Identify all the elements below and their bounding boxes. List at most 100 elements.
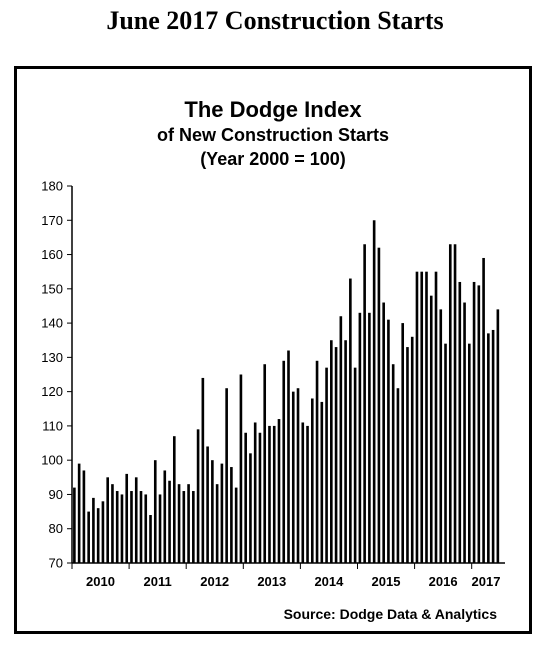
bar (277, 419, 281, 563)
bar (282, 360, 286, 563)
bar (87, 511, 90, 563)
x-tick-label: 2011 (143, 574, 171, 589)
y-tick-label: 80 (49, 521, 63, 536)
bar (101, 501, 105, 563)
bar (458, 281, 462, 563)
bar (106, 477, 109, 563)
bar (182, 491, 186, 563)
bar (163, 470, 167, 563)
bar (330, 340, 333, 563)
y-tick-label: 170 (41, 213, 63, 228)
bar (287, 350, 290, 563)
bar (339, 316, 343, 563)
bar (134, 477, 138, 563)
y-tick-label: 130 (41, 350, 63, 365)
y-tick-label: 150 (41, 281, 63, 296)
x-tick-label: 2012 (200, 574, 229, 589)
bar (377, 247, 381, 563)
bar (482, 257, 485, 563)
bar (73, 487, 76, 563)
bar (120, 494, 124, 563)
bar (429, 295, 433, 563)
bar (153, 460, 157, 563)
bar (139, 491, 143, 563)
bars (73, 220, 500, 563)
bar (172, 436, 176, 563)
bar (448, 244, 452, 563)
x-tick-label: 2013 (257, 574, 286, 589)
bar (82, 470, 86, 563)
bar (310, 398, 314, 563)
x-tick-label: 2014 (314, 574, 344, 589)
bar (491, 329, 495, 563)
chart-frame: The Dodge Index of New Construction Star… (14, 66, 532, 634)
bar (215, 484, 219, 563)
bar (187, 484, 190, 563)
bar (415, 271, 419, 563)
bar (192, 491, 195, 563)
chart-title: The Dodge Index (184, 97, 362, 122)
bar (263, 364, 267, 563)
dodge-index-chart: The Dodge Index of New Construction Star… (41, 97, 505, 622)
bar (149, 515, 152, 563)
bar (206, 446, 209, 563)
bar (230, 467, 233, 563)
bar (406, 347, 409, 563)
bar (306, 425, 309, 563)
y-tick-label: 90 (49, 487, 63, 502)
x-tick-label: 2010 (86, 574, 115, 589)
y-tick-label: 110 (42, 418, 63, 433)
x-tick-label: 2015 (372, 574, 401, 589)
bar (334, 347, 338, 563)
bar (234, 487, 238, 563)
bar (111, 484, 114, 563)
bar (363, 244, 366, 563)
bar (401, 323, 405, 563)
bar (472, 281, 476, 563)
bar (253, 422, 257, 563)
bar (325, 367, 328, 563)
bar (77, 463, 81, 563)
bar (410, 336, 414, 563)
bar (396, 388, 400, 563)
bar (220, 463, 224, 563)
y-tick-label: 120 (41, 384, 63, 399)
bar (496, 309, 500, 563)
chart-subtitle-line-2: (Year 2000 = 100) (200, 149, 346, 169)
x-tick-label: 2016 (429, 574, 458, 589)
bar (225, 388, 228, 563)
bar (301, 422, 305, 563)
bar (291, 391, 295, 563)
y-tick-label: 180 (41, 179, 63, 194)
chart-subtitle-line-1: of New Construction Starts (157, 125, 389, 145)
bar (387, 319, 390, 563)
bar (315, 360, 319, 563)
page-title: June 2017 Construction Starts (106, 6, 444, 35)
bar (439, 309, 443, 563)
bar (268, 425, 271, 563)
bar (296, 388, 300, 563)
bar (168, 480, 171, 563)
bar (358, 312, 362, 563)
bar (125, 473, 129, 563)
bar (434, 271, 438, 563)
bar (177, 484, 181, 563)
bar (468, 343, 471, 563)
bar (92, 497, 95, 563)
y-tick-label: 160 (41, 247, 63, 262)
y-tick-label: 70 (49, 556, 63, 571)
bar (239, 374, 243, 563)
x-axis: 2010 2011 2012 2013 2014 2015 2016 2017 (71, 562, 505, 589)
y-axis: 180 170 160 150 140 130 120 110 100 90 80 70 (41, 179, 73, 571)
bar (487, 333, 490, 563)
bar (249, 453, 252, 563)
y-tick-label: 100 (41, 453, 63, 468)
bar (349, 278, 352, 563)
bar (272, 425, 276, 563)
bar (144, 494, 148, 563)
bar (372, 220, 376, 563)
x-tick-label: 2017 (472, 574, 501, 589)
bar (258, 432, 262, 563)
bar (244, 432, 247, 563)
bar (96, 508, 100, 563)
